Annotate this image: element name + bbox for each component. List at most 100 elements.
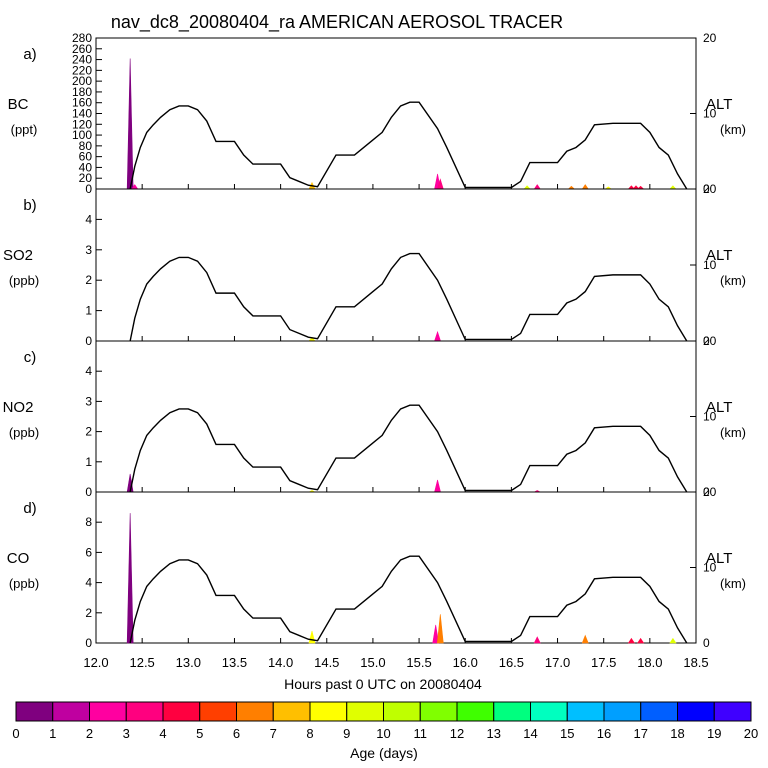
y-tick-label: 8 bbox=[85, 515, 92, 529]
tracer-spike bbox=[308, 630, 316, 644]
colorbar-tick-label: 16 bbox=[597, 726, 611, 741]
colorbar-tick-label: 4 bbox=[159, 726, 166, 741]
colorbar-cell bbox=[456, 701, 495, 722]
y-tick-label: 1 bbox=[85, 455, 92, 469]
altitude-line bbox=[129, 404, 688, 493]
tracer-spike bbox=[126, 58, 134, 190]
species-label: NO2 bbox=[3, 399, 34, 416]
tracer-spike bbox=[533, 184, 541, 190]
tracer-spike bbox=[627, 637, 635, 644]
tracer-spike bbox=[434, 330, 441, 342]
colorbar-tick-label: 11 bbox=[414, 726, 428, 741]
y-tick-label: 100 bbox=[72, 128, 92, 142]
alt-tick-label: 10 bbox=[703, 258, 717, 272]
x-tick-label: 17.0 bbox=[545, 655, 570, 670]
colorbar-tick-label: 0 bbox=[12, 726, 19, 741]
y-tick-label: 80 bbox=[79, 139, 93, 153]
y-tick-label: 160 bbox=[72, 96, 92, 110]
y-tick-label: 60 bbox=[79, 150, 93, 164]
y-tick-label: 3 bbox=[85, 243, 92, 257]
y-tick-label: 40 bbox=[79, 160, 93, 174]
alt-tick-label: 0 bbox=[703, 636, 710, 650]
x-tick-label: 15.0 bbox=[360, 655, 385, 670]
altitude-line bbox=[129, 101, 688, 190]
unit-label: (ppb) bbox=[9, 425, 39, 440]
alt-tick-label: 10 bbox=[703, 561, 717, 575]
colorbar-cell bbox=[640, 701, 678, 722]
species-label: CO bbox=[7, 550, 30, 567]
y-tick-label: 3 bbox=[85, 394, 92, 408]
altitude-label: ALT bbox=[706, 247, 732, 264]
altitude-unit-label: (km) bbox=[720, 273, 746, 288]
altitude-unit-label: (km) bbox=[720, 425, 746, 440]
panel-frame bbox=[95, 491, 697, 644]
colorbar-tick-label: 8 bbox=[306, 726, 313, 741]
panel-co: d) CO (ppb) ALT (km) 0 2 4 6 8 0 10 20 bbox=[7, 485, 746, 650]
x-axis-title: Hours past 0 UTC on 20080404 bbox=[284, 676, 482, 692]
altitude-label: ALT bbox=[706, 550, 732, 567]
colorbar-tick-label: 10 bbox=[376, 726, 390, 741]
tracer-spike bbox=[126, 513, 134, 644]
colorbar-cell bbox=[199, 701, 237, 722]
colorbar-tick-label: 1 bbox=[49, 726, 56, 741]
colorbar-cell bbox=[15, 701, 54, 722]
tracer-spike bbox=[581, 634, 589, 644]
x-tick-label: 12.5 bbox=[129, 655, 154, 670]
panel-so2: b) SO2 (ppb) ALT (km) 0 1 2 3 4 0 10 20 bbox=[3, 182, 746, 348]
panel-id-label: d) bbox=[23, 500, 36, 517]
colorbar-cell bbox=[236, 701, 274, 722]
colorbar-tick-label: 20 bbox=[744, 726, 758, 741]
colorbar-tick-label: 6 bbox=[233, 726, 240, 741]
y-tick-label: 140 bbox=[72, 107, 92, 121]
x-tick-label: 18.5 bbox=[683, 655, 708, 670]
altitude-unit-label: (km) bbox=[720, 576, 746, 591]
colorbar-cell bbox=[530, 701, 568, 722]
y-tick-label: 4 bbox=[85, 576, 92, 590]
colorbar-cell bbox=[677, 701, 715, 722]
colorbar-tick-label: 17 bbox=[634, 726, 648, 741]
y-tick-label: 260 bbox=[72, 42, 92, 56]
colorbar-cell bbox=[125, 701, 164, 722]
colorbar-cell bbox=[272, 701, 311, 722]
colorbar-tick-label: 7 bbox=[270, 726, 277, 741]
colorbar-tick-label: 15 bbox=[560, 726, 574, 741]
species-label: BC bbox=[8, 96, 29, 113]
colorbar-cell bbox=[52, 701, 90, 722]
tracer-spike bbox=[432, 624, 440, 644]
colorbar-tick-label: 9 bbox=[343, 726, 350, 741]
y-tick-label: 2 bbox=[85, 606, 92, 620]
panel-id-label: c) bbox=[24, 349, 37, 366]
alt-tick-label: 20 bbox=[703, 334, 717, 348]
x-tick-label: 12.0 bbox=[83, 655, 108, 670]
altitude-line bbox=[129, 555, 688, 644]
colorbar-title: Age (days) bbox=[350, 745, 418, 761]
y-tick-label: 0 bbox=[85, 182, 92, 196]
colorbar-cell bbox=[419, 701, 458, 722]
tracer-spike bbox=[669, 637, 677, 644]
y-tick-label: 0 bbox=[85, 636, 92, 650]
colorbar-cell bbox=[713, 701, 752, 722]
colorbar-cell bbox=[603, 701, 642, 722]
x-tick-label: 14.0 bbox=[268, 655, 293, 670]
x-tick-label: 17.5 bbox=[591, 655, 616, 670]
alt-tick-label: 20 bbox=[703, 485, 717, 499]
panel-frame bbox=[95, 188, 697, 342]
colorbar-cell bbox=[493, 701, 531, 722]
colorbar-cell bbox=[566, 701, 605, 722]
colorbar-cell bbox=[89, 701, 127, 722]
panel-frame bbox=[95, 340, 697, 493]
alt-tick-label: 10 bbox=[703, 107, 717, 121]
y-tick-label: 20 bbox=[79, 171, 93, 185]
colorbar-tick-label: 2 bbox=[86, 726, 93, 741]
y-tick-label: 240 bbox=[72, 53, 92, 67]
colorbar-tick-label: 5 bbox=[196, 726, 203, 741]
y-tick-label: 0 bbox=[85, 334, 92, 348]
colorbar-cell bbox=[309, 701, 348, 722]
panels: a)BC(ppt)ALT(km)020406080100120140160180… bbox=[3, 31, 746, 650]
tracer-spike bbox=[581, 184, 589, 190]
x-axis: 12.0 12.5 13.0 13.5 14.0 14.5 15.0 15.5 16.0 16.5… bbox=[83, 655, 708, 670]
unit-label: (ppt) bbox=[11, 122, 38, 137]
altitude-label: ALT bbox=[706, 96, 732, 113]
colorbar-tick-label: 19 bbox=[707, 726, 721, 741]
